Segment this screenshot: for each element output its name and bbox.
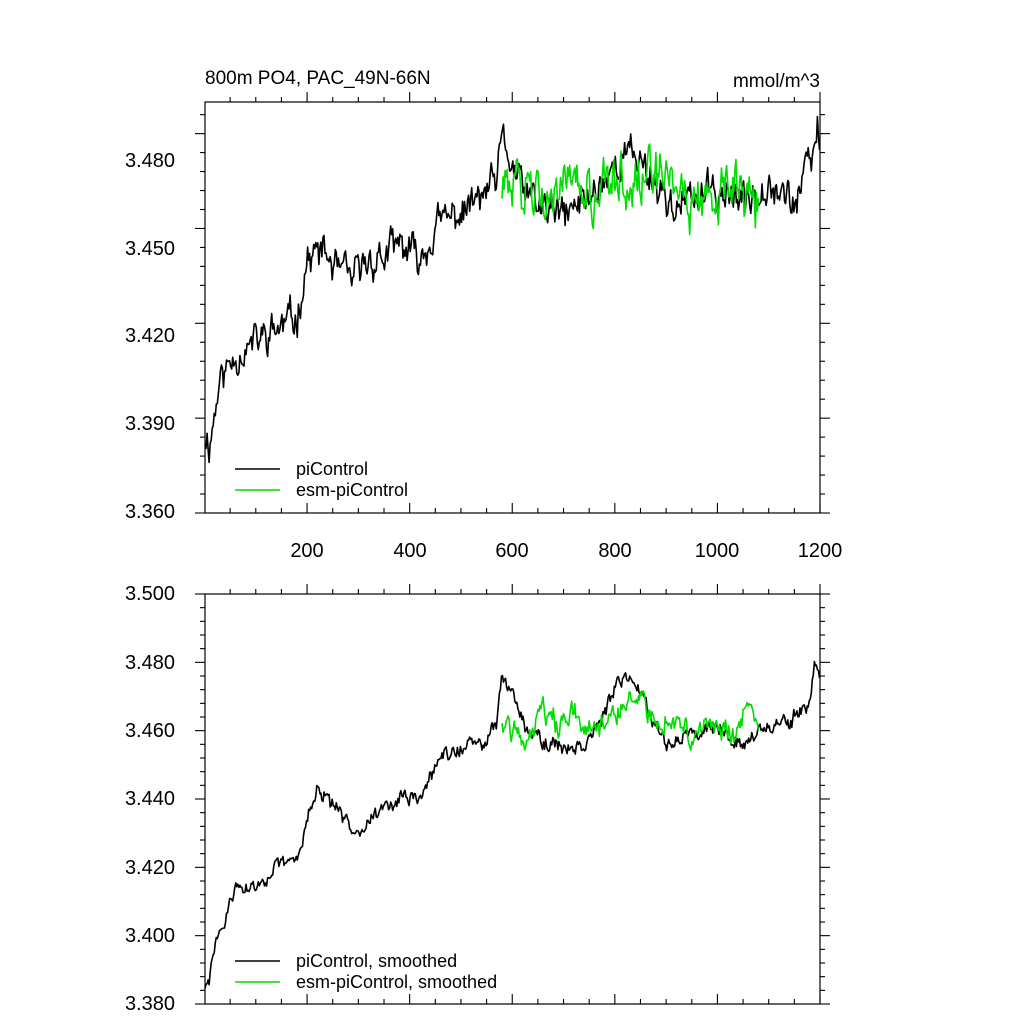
top-legend: piControl esm-piControl (235, 459, 408, 500)
top-x-tick-label: 800 (598, 540, 631, 562)
series-line-picontrol-smoothed (204, 660, 821, 989)
top-x-tick-label: 1000 (695, 540, 740, 562)
top-x-tick-label: 600 (495, 540, 528, 562)
top-y-tick-label: 3.360 (125, 501, 175, 523)
bottom-y-tick-label: 3.400 (125, 925, 175, 947)
bottom-panel: 3.380 3.400 3.420 3.440 3.460 3.480 3.50… (125, 583, 830, 1015)
bottom-y-tick-label: 3.420 (125, 857, 175, 879)
top-x-tick-label: 1200 (798, 540, 843, 562)
top-y-tick-label: 3.480 (125, 150, 175, 172)
bottom-y-tick-label: 3.460 (125, 720, 175, 742)
bottom-y-tick-label: 3.500 (125, 583, 175, 605)
bottom-legend: piControl, smoothed esm-piControl, smoot… (235, 951, 497, 992)
legend-label-picontrol: piControl (296, 459, 368, 479)
bottom-plot-frame (204, 593, 821, 1005)
top-plot-frame (204, 101, 821, 514)
bottom-tick-marks (195, 584, 830, 1005)
legend-label-picontrol-smoothed: piControl, smoothed (296, 951, 457, 971)
bottom-y-tick-label: 3.380 (125, 993, 175, 1015)
bottom-series-layer (204, 660, 821, 989)
top-panel-units: mmol/m^3 (733, 71, 820, 92)
top-series-layer (204, 115, 821, 464)
series-line-esm-picontrol (501, 143, 760, 236)
top-tick-marks (195, 92, 830, 514)
top-panel: 800m PO4, PAC_49N-66N mmol/m^3 3.360 3.3… (125, 68, 842, 562)
series-line-esm-picontrol-smoothed (501, 690, 760, 752)
top-x-tick-label: 200 (290, 540, 323, 562)
bottom-y-tick-label: 3.480 (125, 652, 175, 674)
top-x-tick-label: 400 (393, 540, 426, 562)
top-y-tick-label: 3.450 (125, 238, 175, 260)
top-panel-title: 800m PO4, PAC_49N-66N (205, 68, 431, 89)
legend-label-esm-picontrol-smoothed: esm-piControl, smoothed (296, 972, 497, 992)
top-y-tick-label: 3.420 (125, 325, 175, 347)
bottom-y-tick-label: 3.440 (125, 788, 175, 810)
legend-label-esm-picontrol: esm-piControl (296, 480, 408, 500)
top-y-tick-label: 3.390 (125, 413, 175, 435)
